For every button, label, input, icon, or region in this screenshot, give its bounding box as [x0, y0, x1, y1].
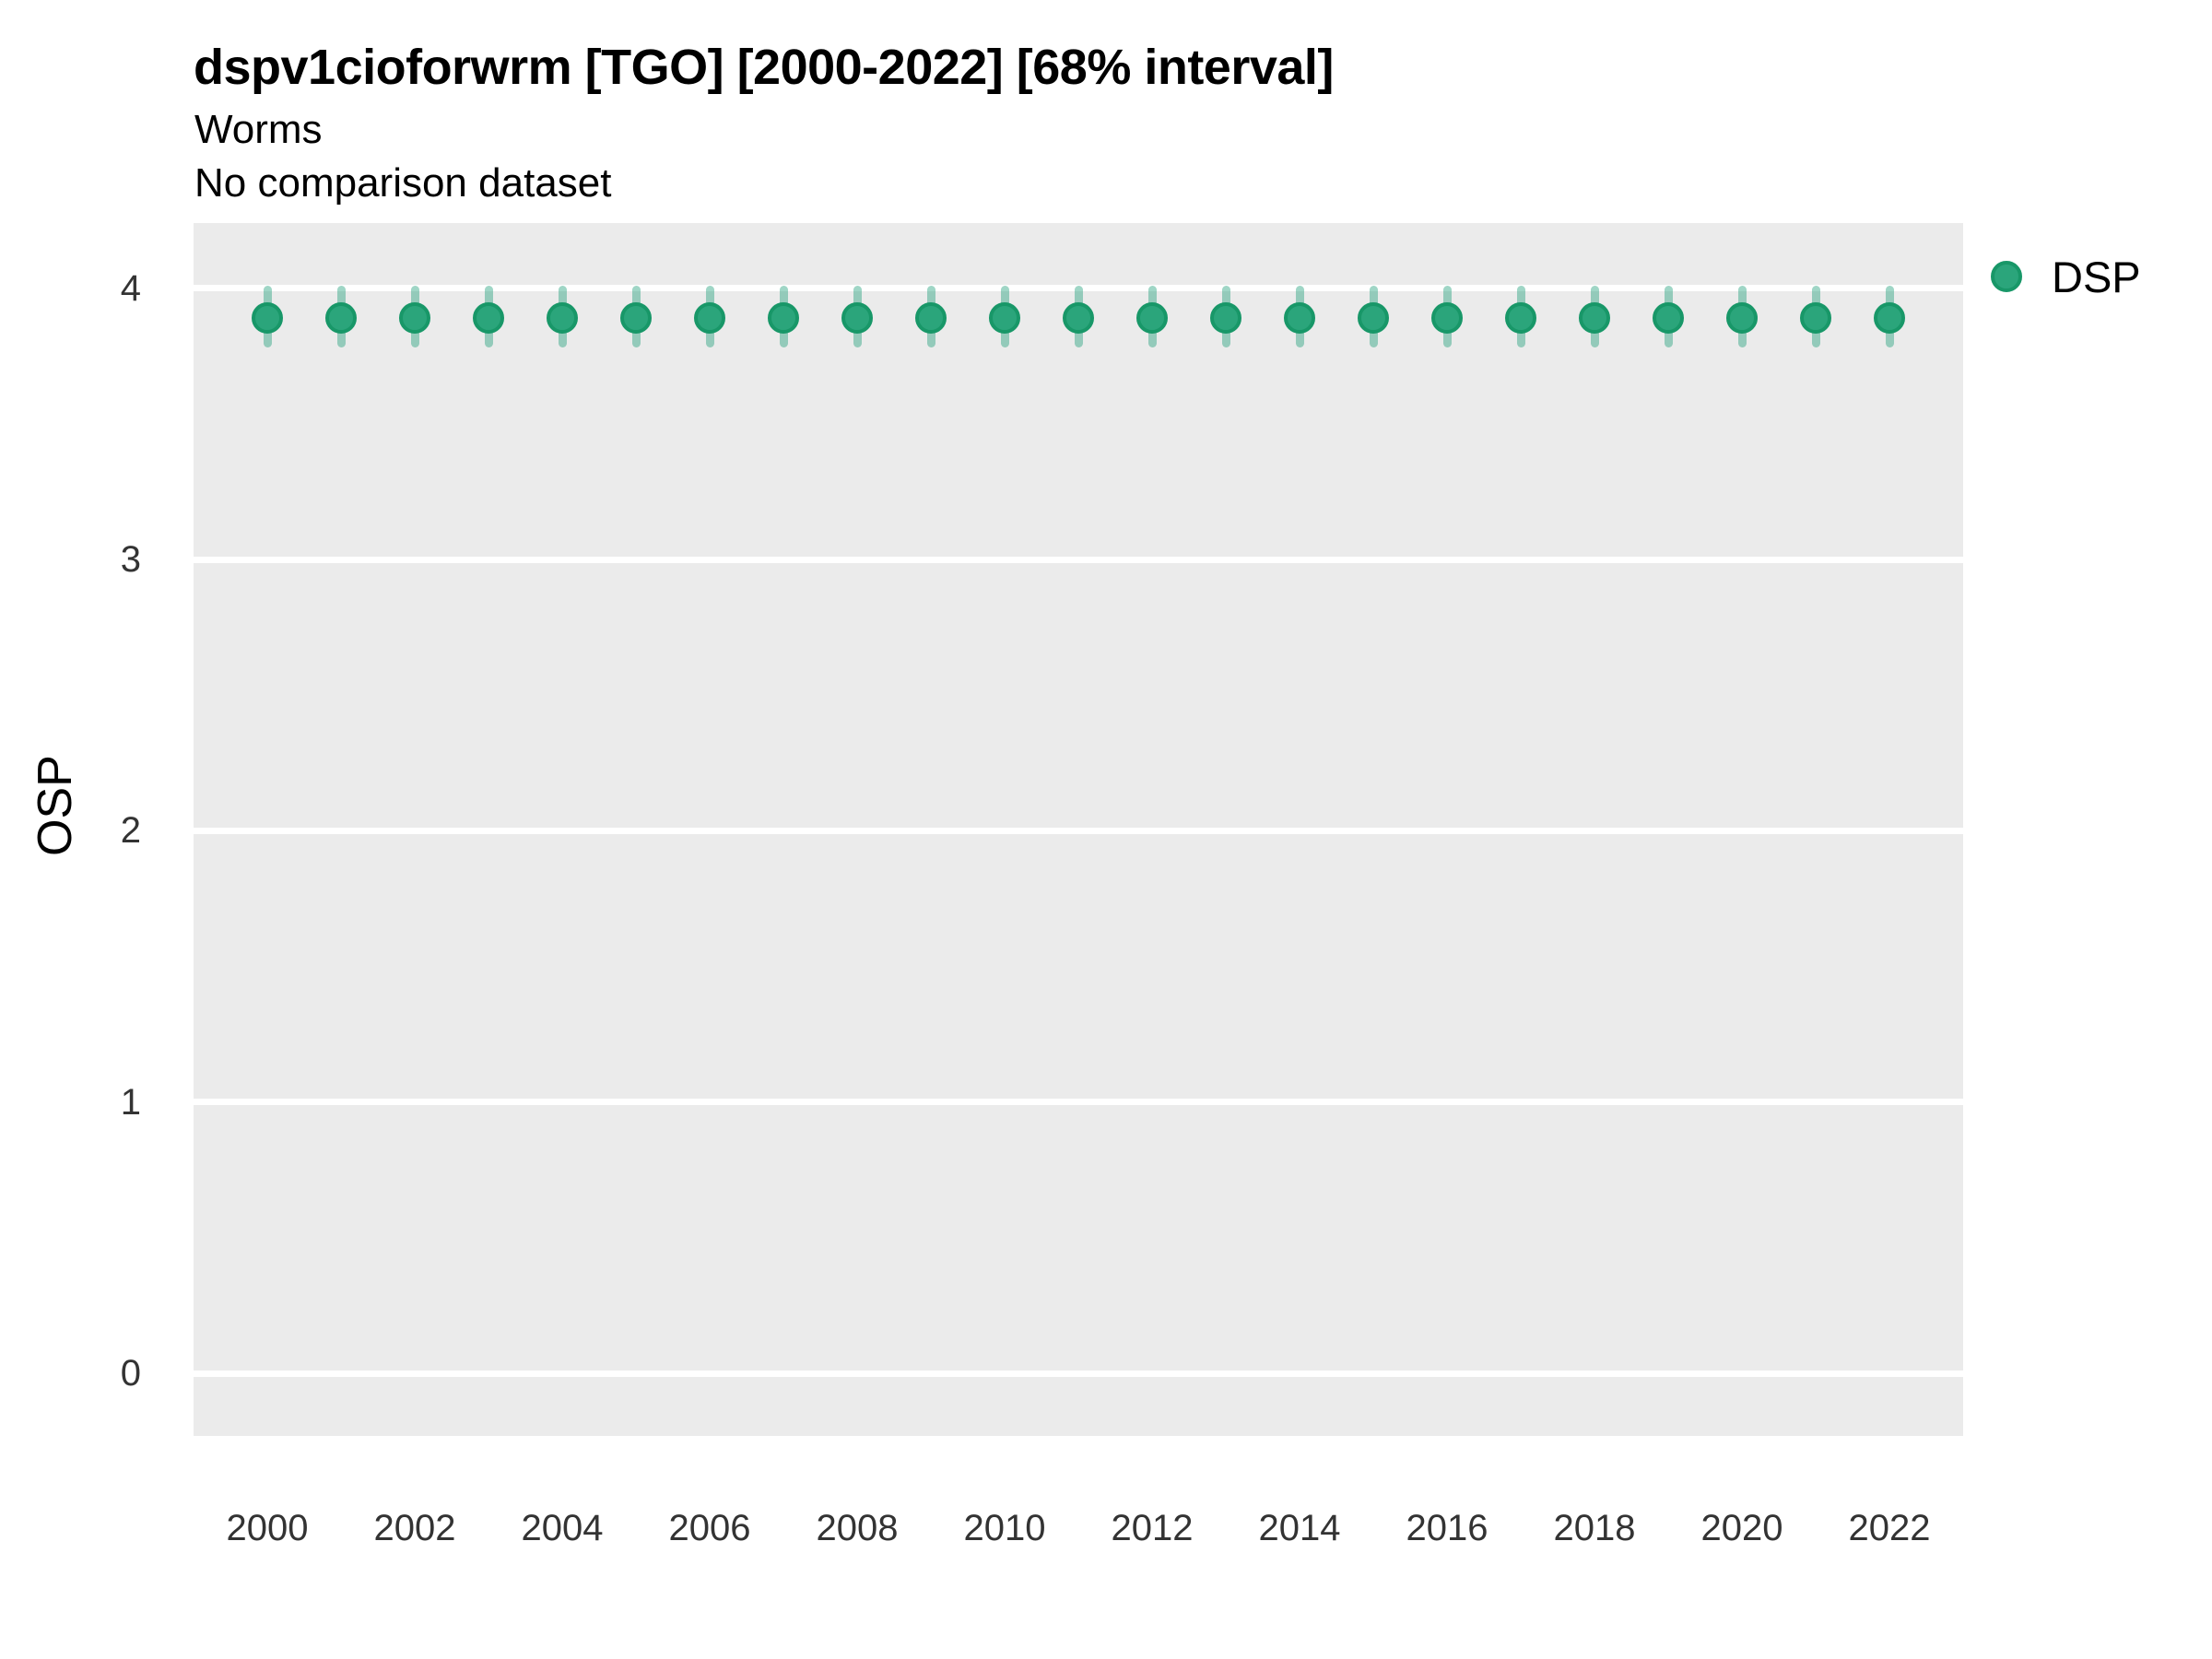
- data-point: [1579, 302, 1610, 335]
- chart-title: dspv1cioforwrm [TGO] [2000-2022] [68% in…: [194, 40, 1334, 95]
- x-tick-label-2008: 2008: [816, 1508, 899, 1548]
- data-point: [841, 302, 873, 335]
- y-tick-label-1: 1: [120, 1081, 141, 1123]
- data-point: [547, 302, 578, 335]
- y-gridline-0: [194, 1370, 1963, 1377]
- data-point: [768, 302, 799, 335]
- data-point: [325, 302, 357, 335]
- x-tick-label-2022: 2022: [1848, 1508, 1931, 1548]
- data-point: [1358, 302, 1389, 335]
- y-tick-label-3: 3: [120, 539, 141, 581]
- data-point: [1136, 302, 1168, 335]
- x-tick-label-2016: 2016: [1406, 1508, 1488, 1548]
- data-point: [1284, 302, 1315, 335]
- x-tick-label-2018: 2018: [1553, 1508, 1636, 1548]
- y-tick-label-4: 4: [120, 267, 141, 309]
- x-tick-label-2012: 2012: [1111, 1508, 1194, 1548]
- y-gridline-1: [194, 1099, 1963, 1106]
- x-tick-label-2000: 2000: [226, 1508, 309, 1548]
- data-point: [473, 302, 504, 335]
- y-tick-label-2: 2: [120, 810, 141, 852]
- data-point: [620, 302, 652, 335]
- x-tick-label-2010: 2010: [963, 1508, 1046, 1548]
- data-point: [915, 302, 947, 335]
- data-point: [1874, 302, 1905, 335]
- data-point: [694, 302, 725, 335]
- legend-point-icon: [1991, 261, 2022, 292]
- data-point: [1210, 302, 1241, 335]
- y-gridline-2: [194, 827, 1963, 834]
- legend: DSP: [1991, 252, 2141, 301]
- data-point: [1063, 302, 1094, 335]
- x-tick-label-2002: 2002: [373, 1508, 456, 1548]
- data-point: [1653, 302, 1684, 335]
- data-point: [1505, 302, 1536, 335]
- legend-label: DSP: [2052, 252, 2141, 301]
- y-tick-label-0: 0: [120, 1353, 141, 1394]
- data-point: [1726, 302, 1758, 335]
- data-point: [399, 302, 430, 335]
- data-point: [1800, 302, 1831, 335]
- chart-subtitle-line2: No comparison dataset: [194, 160, 612, 206]
- x-tick-label-2004: 2004: [521, 1508, 604, 1548]
- x-tick-label-2014: 2014: [1258, 1508, 1341, 1548]
- plot-panel: [194, 223, 1963, 1436]
- chart-subtitle-line1: Worms: [194, 107, 323, 152]
- data-point: [252, 302, 283, 335]
- y-gridline-3: [194, 556, 1963, 563]
- x-tick-label-2020: 2020: [1700, 1508, 1783, 1548]
- y-gridline-4: [194, 285, 1963, 292]
- x-tick-label-2006: 2006: [668, 1508, 751, 1548]
- data-point: [989, 302, 1020, 335]
- data-point: [1431, 302, 1463, 335]
